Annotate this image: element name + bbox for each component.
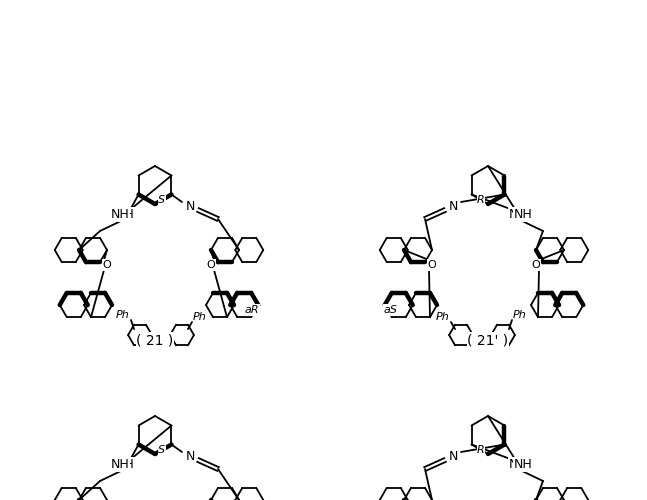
Text: N: N [448, 200, 457, 213]
Text: S: S [159, 445, 166, 455]
Text: aS: aS [384, 305, 398, 315]
Text: O: O [532, 260, 540, 270]
Text: N: N [185, 450, 195, 464]
Text: O: O [206, 260, 215, 270]
Text: ( 21 ): ( 21 ) [137, 333, 173, 347]
Text: S: S [159, 195, 166, 205]
Text: ( 21' ): ( 21' ) [467, 333, 509, 347]
Text: N: N [185, 200, 195, 213]
Text: NH: NH [514, 458, 532, 471]
Text: NH: NH [514, 208, 532, 222]
Text: NH: NH [111, 208, 129, 222]
Text: Ph: Ph [193, 312, 207, 322]
Text: Ph: Ph [436, 312, 450, 322]
Text: NH: NH [111, 458, 129, 471]
Text: NH: NH [509, 208, 527, 220]
Text: NH: NH [116, 208, 135, 220]
Text: Ph: Ph [116, 310, 130, 320]
Text: Ph: Ph [513, 310, 527, 320]
Text: NH: NH [116, 458, 135, 470]
Text: NH: NH [509, 458, 527, 470]
Text: O: O [428, 260, 436, 270]
Text: O: O [103, 260, 111, 270]
Text: R: R [477, 195, 485, 205]
Text: N: N [448, 450, 457, 464]
Text: R: R [477, 445, 485, 455]
Text: aR: aR [245, 305, 259, 315]
